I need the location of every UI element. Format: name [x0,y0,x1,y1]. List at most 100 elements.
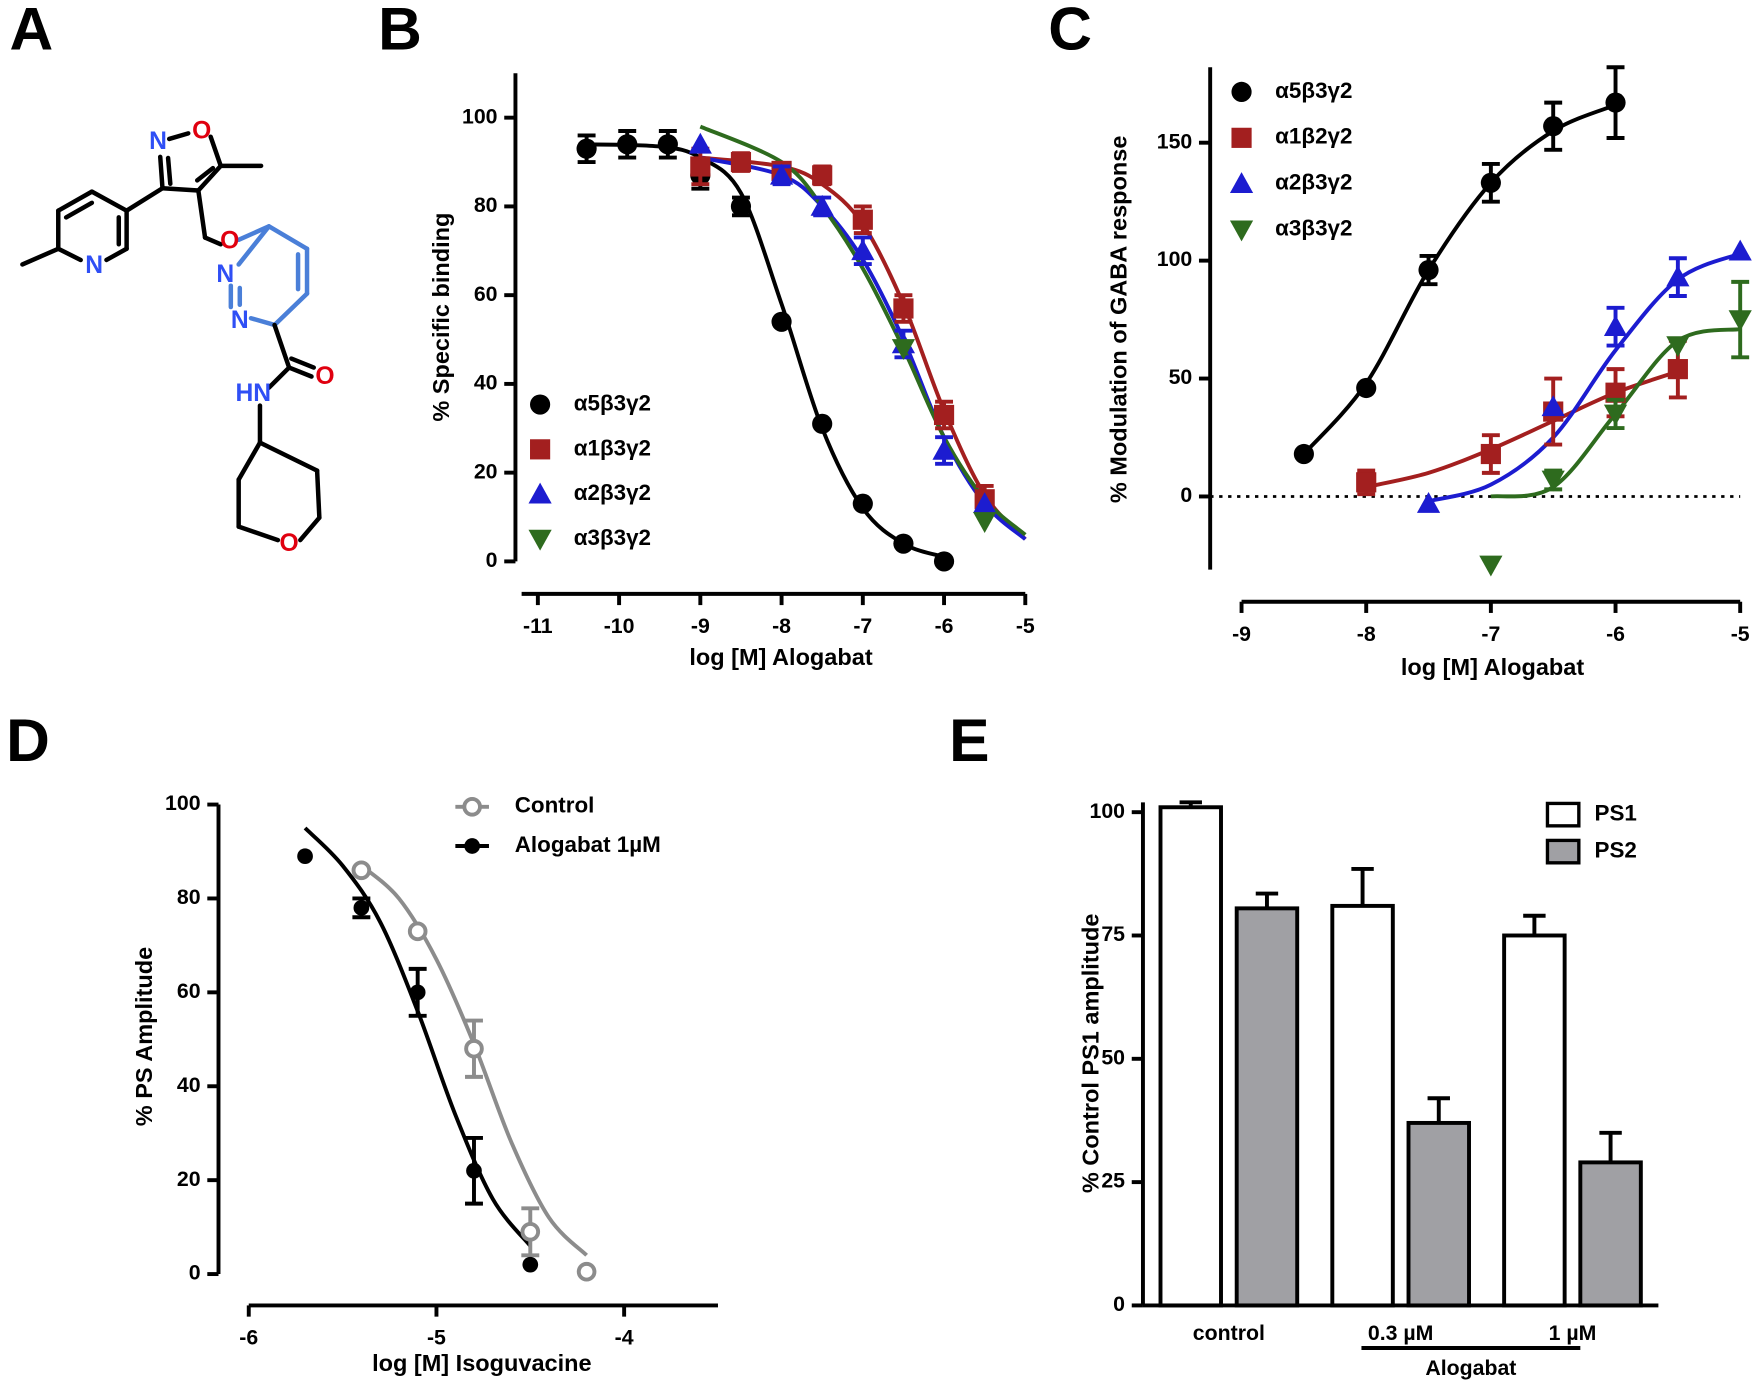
y-tick-label: 50 [1169,365,1193,389]
legend-marker [1229,172,1254,194]
point [690,156,711,177]
y-tick-label: 100 [165,791,201,815]
legend-marker [530,394,551,415]
point [893,533,914,554]
point [1416,491,1441,513]
legend-marker [530,439,551,460]
y-axis-title: % Control PS1 amplitude [1078,914,1104,1194]
atom-label: O [280,530,299,557]
legend-label: α2β3γ2 [1275,170,1352,195]
fit-curve [303,826,532,1248]
fit-curve [1302,103,1617,456]
x-tick-label: -7 [853,614,872,638]
point [1543,116,1564,137]
legend-marker [528,529,552,551]
bond [196,163,223,193]
y-tick-label: 0 [1113,1292,1125,1316]
point [851,239,875,261]
error-bar [1427,1096,1450,1123]
bond [63,200,95,220]
fit-curve [1365,369,1679,489]
bond [89,189,129,213]
bar [1330,903,1395,1308]
bond [286,365,314,379]
legend-label: α2β3γ2 [574,480,651,505]
bar [1406,1120,1471,1308]
x-tick-label: 0.3 µM [1368,1321,1434,1345]
y-tick-label: 60 [474,282,498,306]
point [520,1221,541,1242]
bond [56,189,95,213]
x-tick-label: -7 [1481,622,1500,646]
x-tick-label: -6 [239,1326,258,1350]
bond [56,246,83,263]
fit-curve [699,124,1027,537]
point [932,438,956,460]
y-tick-label: 80 [177,885,201,909]
y-tick-label: 150 [1157,129,1193,153]
point [522,1256,539,1273]
point [730,196,752,217]
point [407,921,428,942]
point [297,848,313,865]
panel-letter: E [949,706,989,774]
point [810,194,834,216]
atom-label: O [315,363,334,390]
point [1418,259,1439,281]
bond [202,235,223,247]
point [852,209,873,230]
y-tick-label: 80 [474,193,498,217]
bond [248,315,277,328]
point [1293,443,1314,465]
error-bar [1523,913,1546,936]
point [812,413,833,434]
legend-marker [1229,220,1254,242]
y-tick-label: 20 [177,1167,201,1191]
legend-label: α1β3γ2 [574,435,651,460]
bond [157,154,165,191]
bond [124,186,165,213]
panel-letter: C [1048,0,1092,63]
x-tick-label: 1 µM [1549,1321,1597,1345]
y-tick-label: 100 [462,104,498,128]
point [1605,382,1626,403]
atom-label: O [220,228,239,255]
bond [20,246,61,267]
atom-label: N [231,307,249,334]
point [771,311,792,332]
point [1356,472,1377,493]
point [466,1162,482,1179]
point [1666,336,1690,358]
point [893,298,914,319]
point [1667,359,1688,380]
x-tick-label: -5 [1731,622,1750,646]
point [852,493,873,514]
point [933,551,955,572]
bond [289,356,316,370]
y-tick-label: 60 [177,979,201,1003]
bond [266,224,310,252]
bond [104,246,129,263]
legend-marker [1231,127,1252,148]
bond [257,440,320,473]
x-tick-label: -5 [1016,614,1035,638]
x-tick-label: -11 [523,614,553,638]
point [464,1038,484,1059]
bond [166,131,191,142]
bond [236,524,281,543]
bond [272,322,292,370]
y-tick-label: 0 [1180,483,1192,507]
y-tick-label: 100 [1090,799,1126,823]
point [1605,92,1626,113]
point [1480,443,1501,465]
panel-letter: D [6,706,50,774]
point [657,134,678,155]
atom-label: N [85,252,103,279]
x-axis-title: log [M] Alogabat [1401,654,1584,680]
bar [1234,906,1300,1308]
bar [1578,1160,1643,1308]
y-tick-label: 0 [486,548,498,572]
legend-marker [528,482,552,504]
legend-marker [464,838,481,854]
bond [266,365,292,390]
